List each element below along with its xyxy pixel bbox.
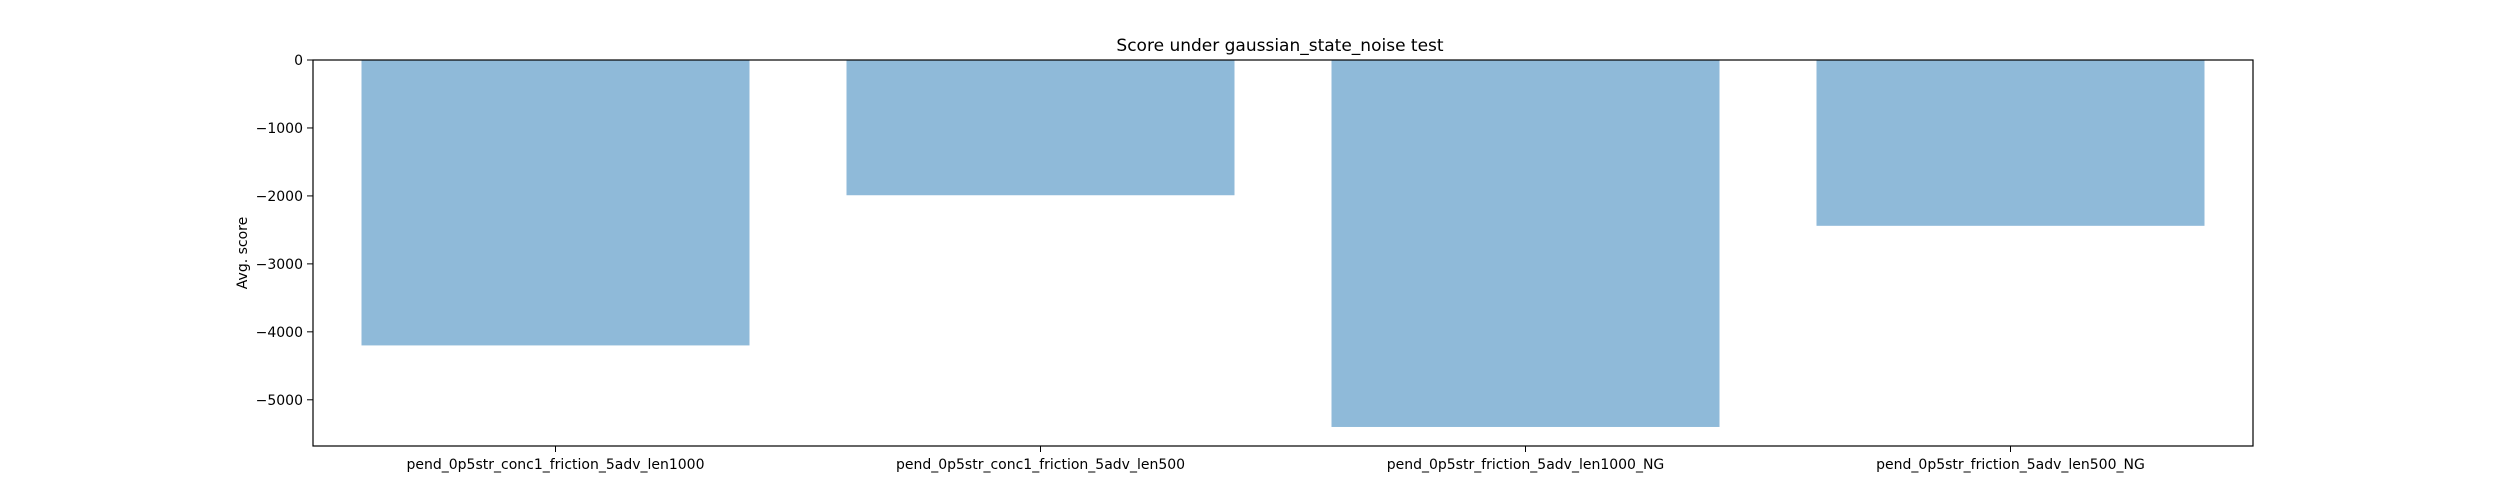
bar-2 (846, 60, 1235, 196)
plot-frame (312, 59, 2254, 447)
y-axis-label: Avg. score (235, 217, 251, 289)
y-tick-label: −1000 (256, 121, 303, 137)
bar-4 (1816, 60, 2205, 226)
y-axis-ticks: 0 −1000 −2000 −3000 −4000 −5000 (256, 53, 313, 409)
x-tick-label: pend_0p5str_conc1_friction_5adv_len1000 (407, 457, 705, 473)
y-tick-label: −2000 (256, 189, 303, 205)
x-axis-ticks: pend_0p5str_conc1_friction_5adv_len1000 p… (407, 446, 2145, 473)
bars-group (361, 60, 2205, 427)
bar-3 (1331, 60, 1720, 427)
y-tick-label: −5000 (256, 393, 303, 409)
chart-title: Score under gaussian_state_noise test (1116, 36, 1443, 56)
x-tick-label: pend_0p5str_conc1_friction_5adv_len500 (896, 457, 1185, 473)
y-tick-label: 0 (294, 53, 303, 69)
y-tick-label: −4000 (256, 325, 303, 341)
y-tick-label: −3000 (256, 257, 303, 273)
x-tick-label: pend_0p5str_friction_5adv_len500_NG (1876, 457, 2145, 473)
bar-1 (361, 60, 750, 346)
x-tick-label: pend_0p5str_friction_5adv_len1000_NG (1387, 457, 1665, 473)
